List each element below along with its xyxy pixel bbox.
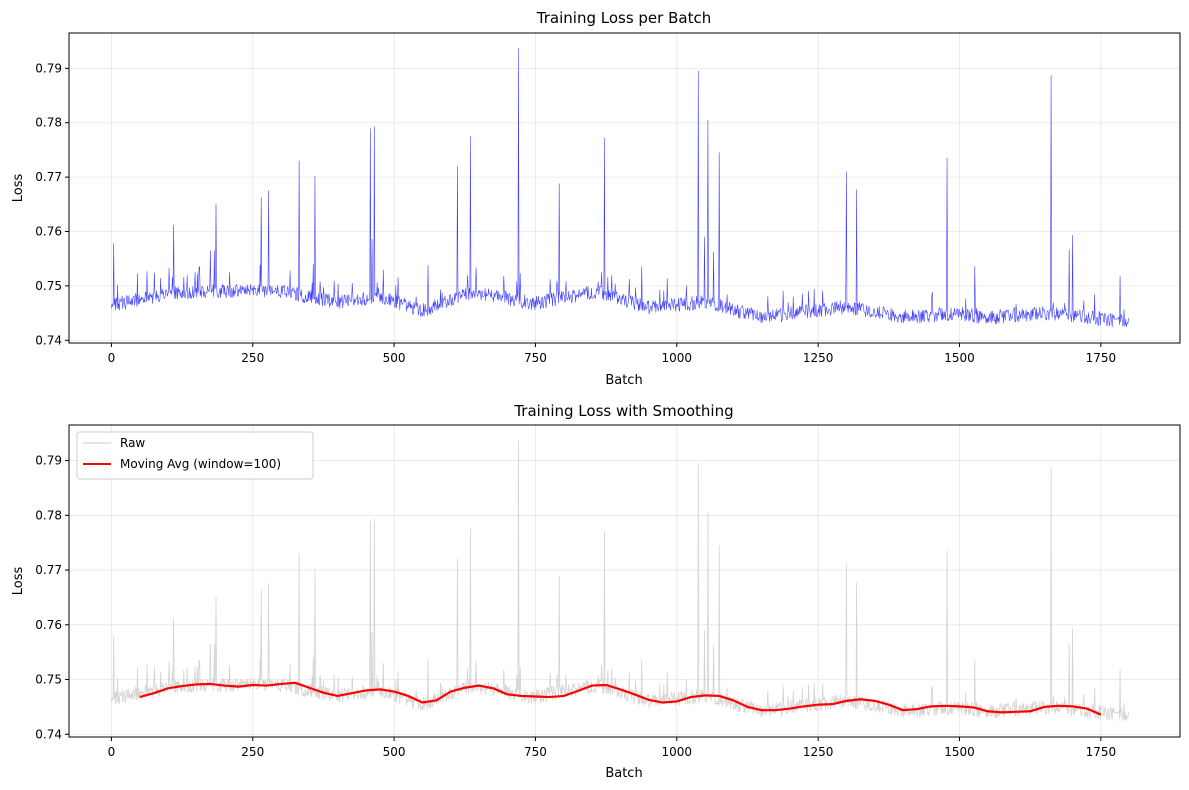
y-tick-label: 0.79: [35, 61, 62, 75]
plot-frame: [68, 32, 1181, 344]
y-tick-label: 0.76: [35, 618, 62, 632]
grid: [69, 33, 1180, 343]
series-line-loss: [111, 47, 1129, 328]
x-tick-label: 1000: [662, 745, 693, 759]
x-tick-label: 0: [108, 351, 116, 365]
y-tick-label: 0.74: [35, 727, 62, 741]
x-axis-ticks: 0 250 500 750 1000 1250 1500 1750: [108, 343, 1117, 365]
x-tick-label: 1500: [944, 745, 975, 759]
y-tick-label: 0.79: [35, 454, 62, 468]
y-axis-ticks: 0.74 0.75 0.76 0.77 0.78 0.79: [35, 61, 69, 347]
x-tick-label: 500: [383, 351, 406, 365]
y-tick-label: 0.75: [35, 673, 62, 687]
chart-title: Training Loss per Batch: [536, 9, 711, 27]
x-axis-ticks: 0 250 500 750 1000 1250 1500 1750: [108, 737, 1117, 759]
y-tick-label: 0.77: [35, 170, 62, 184]
series-group: [111, 47, 1129, 328]
x-tick-label: 250: [241, 745, 264, 759]
x-tick-label: 1000: [662, 351, 693, 365]
x-tick-label: 1750: [1086, 745, 1117, 759]
legend-label-moving-avg: Moving Avg (window=100): [120, 457, 281, 471]
y-tick-label: 0.77: [35, 563, 62, 577]
y-axis-label: Loss: [11, 174, 26, 203]
legend-box: [76, 431, 314, 480]
chart-title: Training Loss with Smoothing: [513, 402, 733, 420]
x-axis-label: Batch: [605, 373, 642, 388]
x-tick-label: 750: [524, 351, 547, 365]
y-axis-ticks: 0.74 0.75 0.76 0.77 0.78 0.79: [35, 454, 69, 741]
plot-frame: [68, 424, 1181, 738]
x-axis-label: Batch: [605, 766, 642, 781]
chart-training-loss-per-batch: Training Loss per Batch 0 250 500 750 1000 12…: [11, 9, 1181, 388]
series-line-moving-avg: [139, 681, 1102, 716]
x-tick-label: 1500: [944, 351, 975, 365]
y-axis-label: Loss: [11, 567, 26, 596]
legend: Raw Moving Avg (window=100): [76, 431, 314, 480]
series-group: [111, 439, 1129, 722]
y-tick-label: 0.76: [35, 225, 62, 239]
x-tick-label: 750: [524, 745, 547, 759]
y-tick-label: 0.78: [35, 116, 62, 130]
legend-label-raw: Raw: [120, 436, 145, 450]
x-tick-label: 1250: [803, 351, 834, 365]
x-tick-label: 1750: [1086, 351, 1117, 365]
x-tick-label: 500: [383, 745, 406, 759]
y-tick-label: 0.75: [35, 279, 62, 293]
x-tick-label: 250: [241, 351, 264, 365]
x-tick-label: 0: [108, 745, 116, 759]
x-tick-label: 1250: [803, 745, 834, 759]
series-line-raw: [111, 439, 1129, 722]
chart-training-loss-with-smoothing: Training Loss with Smoothing 0 250 500 750 1…: [11, 402, 1181, 781]
y-tick-label: 0.78: [35, 508, 62, 522]
y-tick-label: 0.74: [35, 333, 62, 347]
